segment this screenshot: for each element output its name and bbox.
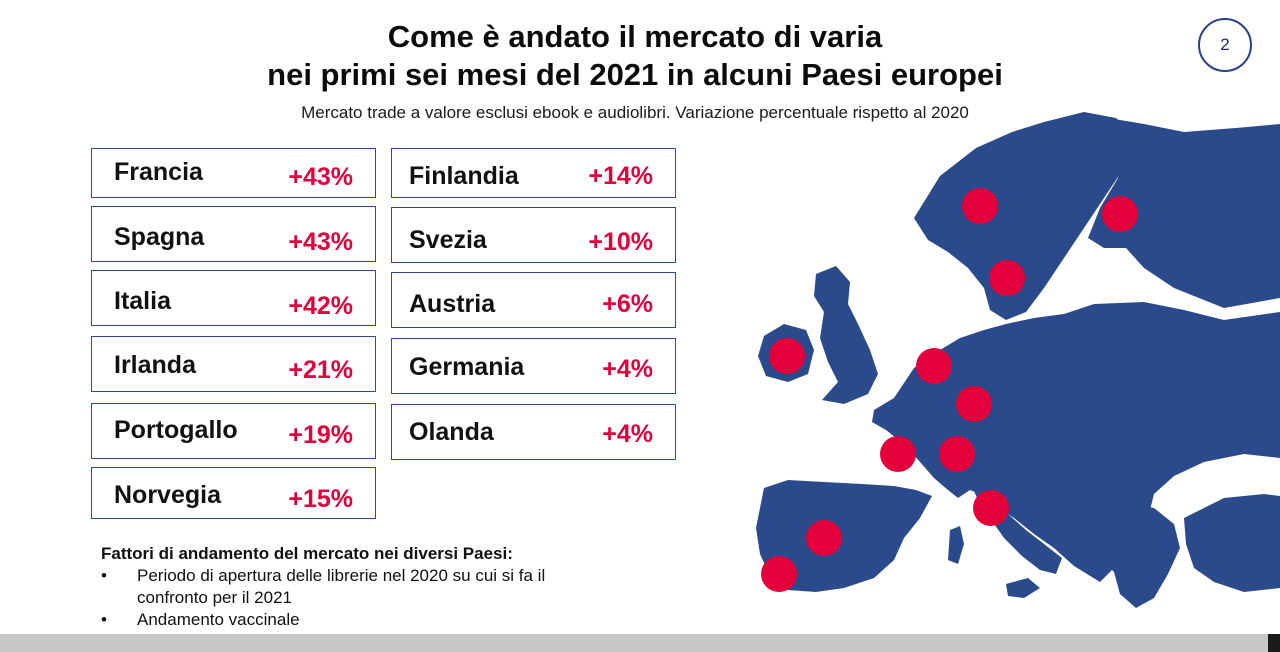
country-value: +21% xyxy=(288,356,353,384)
marker-finlandia xyxy=(1102,196,1138,232)
country-box-finlandia: Finlandia +14% xyxy=(391,148,676,198)
country-value: +4% xyxy=(602,355,653,383)
marker-svezia xyxy=(989,260,1025,296)
slide-subtitle: Mercato trade a valore esclusi ebook e a… xyxy=(301,103,969,122)
europe-map xyxy=(756,112,1280,608)
map-markers xyxy=(761,188,1138,592)
finland-shape xyxy=(1044,116,1280,308)
country-name: Germania xyxy=(409,353,525,381)
country-name: Olanda xyxy=(409,418,494,446)
country-name: Svezia xyxy=(409,226,487,254)
country-name: Finlandia xyxy=(409,162,519,190)
marker-norvegia xyxy=(962,188,998,224)
country-box-spagna: Spagna +43% xyxy=(91,206,376,262)
iberia-shape xyxy=(756,480,932,592)
slide-title: Come è andato il mercato di varia nei pr… xyxy=(0,18,1270,94)
country-box-germania: Germania +4% xyxy=(391,338,676,394)
britain-shape xyxy=(814,266,878,404)
marker-germania xyxy=(956,386,992,422)
country-box-francia: Francia +43% xyxy=(91,148,376,198)
turkey-shape xyxy=(1184,494,1280,592)
country-box-italia: Italia +42% xyxy=(91,270,376,326)
marker-austria xyxy=(939,436,975,472)
country-name: Spagna xyxy=(114,223,205,251)
marker-olanda xyxy=(916,348,952,384)
title-line-1: Come è andato il mercato di varia xyxy=(387,19,883,54)
bullet-dot: • xyxy=(101,610,107,629)
country-value: +42% xyxy=(288,292,353,320)
country-box-irlanda: Irlanda +21% xyxy=(91,336,376,392)
country-box-austria: Austria +6% xyxy=(391,272,676,328)
mainland-shape xyxy=(872,302,1280,582)
sardinia-shape xyxy=(948,526,964,564)
market-factors-notes: Fattori di andamento del mercato nei div… xyxy=(101,543,545,631)
bullet-dot: • xyxy=(101,566,107,585)
country-name: Irlanda xyxy=(114,351,196,379)
country-box-norvegia: Norvegia +15% xyxy=(91,467,376,519)
bullet-text-line: confronto per il 2021 xyxy=(137,588,292,607)
scrollbar-end-cap xyxy=(1268,634,1280,652)
country-value: +43% xyxy=(288,228,353,256)
country-name: Portogallo xyxy=(114,416,238,444)
page-number: 2 xyxy=(1220,35,1230,54)
country-box-portogallo: Portogallo +19% xyxy=(91,403,376,459)
bullet-text-line: Periodo di apertura delle librerie nel 2… xyxy=(137,566,546,585)
sicily-shape xyxy=(1006,578,1040,598)
map-landmass xyxy=(756,112,1280,608)
marker-francia xyxy=(880,436,916,472)
country-value: +14% xyxy=(588,162,653,190)
country-value: +10% xyxy=(588,228,653,256)
balkans-shape xyxy=(1064,502,1180,608)
country-name: Francia xyxy=(114,158,203,186)
country-box-svezia: Svezia +10% xyxy=(391,207,676,263)
title-line-2: nei primi sei mesi del 2021 in alcuni Pa… xyxy=(267,57,1003,92)
marker-portogallo xyxy=(761,556,797,592)
country-value: +6% xyxy=(602,290,653,318)
scandinavia-shape xyxy=(914,112,1138,320)
marker-italia xyxy=(973,490,1009,526)
country-name: Italia xyxy=(114,287,171,315)
horizontal-scrollbar[interactable] xyxy=(0,634,1280,652)
country-value: +4% xyxy=(602,420,653,448)
country-name: Norvegia xyxy=(114,481,221,509)
country-value: +19% xyxy=(288,421,353,449)
page-number-badge: 2 xyxy=(1198,18,1252,72)
notes-bullet: • Andamento vaccinale xyxy=(101,609,545,631)
bullet-text-line: Andamento vaccinale xyxy=(137,610,300,629)
marker-spagna xyxy=(806,520,842,556)
country-value: +43% xyxy=(288,163,353,191)
marker-irlanda xyxy=(769,338,805,374)
notes-bullet: • Periodo di apertura delle librerie nel… xyxy=(101,565,545,609)
country-value: +15% xyxy=(288,485,353,513)
country-name: Austria xyxy=(409,290,496,318)
notes-heading: Fattori di andamento del mercato nei div… xyxy=(101,544,513,563)
country-box-olanda: Olanda +4% xyxy=(391,404,676,460)
